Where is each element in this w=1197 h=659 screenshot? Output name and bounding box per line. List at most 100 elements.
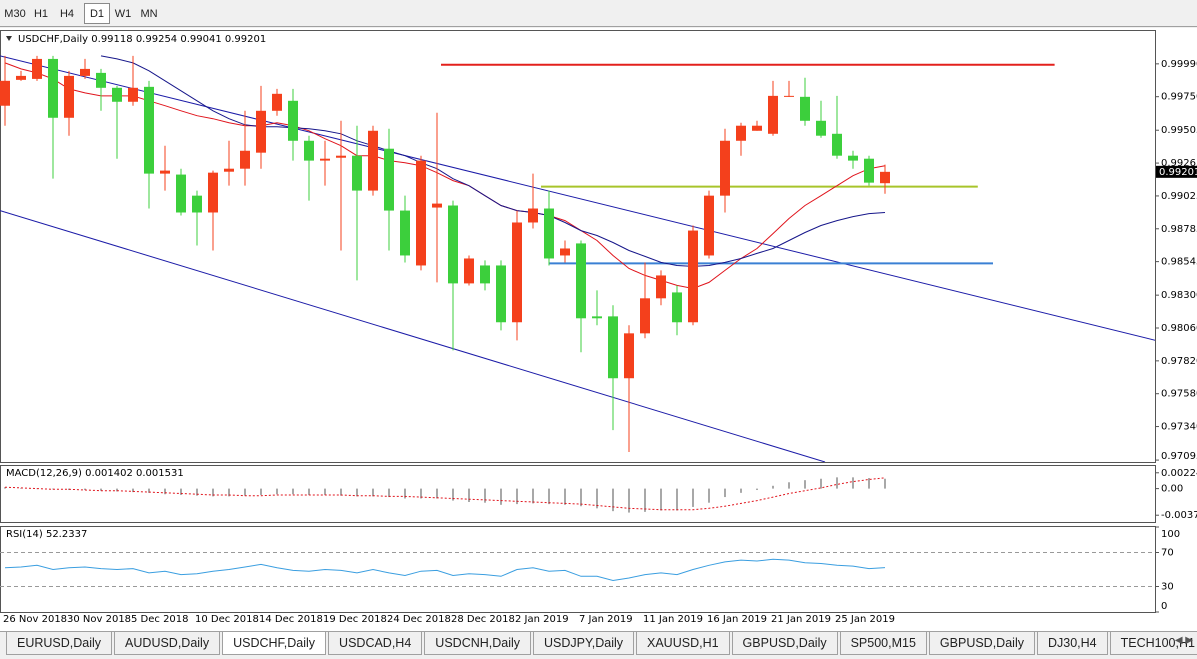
- candle-body: [272, 93, 282, 111]
- menu-icon[interactable]: [6, 36, 12, 41]
- histogram-bar: [180, 488, 182, 495]
- timeframe-button[interactable]: W1: [114, 7, 132, 20]
- x-tick-label: 28 Dec 2018: [451, 614, 515, 625]
- timeframe-button[interactable]: D1: [84, 2, 110, 24]
- x-tick-label: 21 Jan 2019: [771, 614, 831, 625]
- chart-tab[interactable]: EURUSD,Daily: [6, 632, 113, 655]
- histogram-bar: [388, 488, 390, 498]
- candle-body: [480, 265, 490, 284]
- moving-average: [100, 55, 886, 267]
- x-tick-label: 2 Jan 2019: [515, 614, 569, 625]
- candle-body: [384, 148, 394, 211]
- timeframe-button[interactable]: H1: [33, 7, 49, 20]
- signal-line: [4, 477, 886, 511]
- chart-tab[interactable]: USDCAD,H4: [328, 632, 423, 655]
- chart-tabs: EURUSD,Daily AUDUSD,Daily USDCHF,Daily USDC…: [0, 631, 1197, 659]
- histogram-bar: [276, 488, 278, 495]
- candle-body: [336, 155, 346, 158]
- candle-body: [560, 248, 570, 256]
- chart-tab[interactable]: USDJPY,Daily: [533, 632, 634, 655]
- histogram-bar: [132, 488, 134, 493]
- tab-scroll[interactable]: ◀ ▶: [1174, 635, 1193, 646]
- histogram-bar: [836, 477, 838, 489]
- chart-tab[interactable]: GBPUSD,Daily: [731, 632, 838, 655]
- candle-body: [176, 174, 186, 213]
- histogram-bar: [628, 488, 630, 513]
- histogram-bar: [468, 488, 470, 502]
- histogram-bar: [548, 488, 550, 505]
- candle-body: [160, 170, 170, 174]
- macd-panel: [0, 465, 1156, 523]
- trend-line: [0, 210, 826, 462]
- candle-body: [144, 86, 154, 174]
- chart-tab[interactable]: XAUUSD,H1: [636, 632, 730, 655]
- x-tick-label: 11 Jan 2019: [643, 614, 703, 625]
- candle-body: [80, 68, 90, 76]
- x-tick-label: 30 Nov 2018: [67, 614, 131, 625]
- histogram-bar: [148, 488, 150, 493]
- chart-tab[interactable]: DJ30,H4: [1036, 632, 1108, 655]
- candle-body: [512, 222, 522, 323]
- timeframe-button[interactable]: MN: [140, 7, 158, 20]
- timeframe-button[interactable]: M30: [4, 7, 26, 20]
- panel-title: RSI(14) 52.2337: [6, 529, 87, 540]
- y-tick-label: 0.99025: [1161, 191, 1197, 202]
- timeframe-toolbar: M30 H1 H4 D1 W1 MN: [0, 0, 1197, 27]
- y-tick-label: 70: [1161, 548, 1174, 559]
- chart-tab[interactable]: TECH100,H1: [1109, 632, 1197, 655]
- candle-body: [464, 258, 474, 284]
- histogram-bar: [772, 485, 774, 489]
- rsi-line: [4, 558, 886, 582]
- last-price: 0.99201: [1159, 167, 1197, 178]
- candle-body: [800, 96, 810, 121]
- histogram-bar: [308, 488, 310, 495]
- histogram-bar: [564, 488, 566, 505]
- candle-body: [864, 158, 874, 183]
- y-tick-label: 100: [1161, 529, 1180, 540]
- panel-title: USDCHF,Daily 0.99118 0.99254 0.99041 0.9…: [18, 34, 266, 45]
- x-tick-label: 25 Jan 2019: [835, 614, 895, 625]
- candle-body: [288, 100, 298, 141]
- candle-body: [576, 243, 586, 319]
- candle-body: [592, 316, 602, 319]
- chart-tab[interactable]: SP500,M15: [839, 632, 927, 655]
- candle-body: [320, 158, 330, 161]
- histogram-bar: [244, 488, 246, 496]
- histogram-bar: [644, 488, 646, 512]
- candle-body: [816, 120, 826, 136]
- chart-tab[interactable]: USDCNH,Daily: [424, 632, 532, 655]
- chart-tab[interactable]: USDCHF,Daily: [222, 632, 327, 655]
- histogram-bar: [708, 488, 710, 503]
- timeframe-button[interactable]: H4: [59, 7, 75, 20]
- histogram-bar: [292, 488, 294, 495]
- candle-body: [208, 172, 218, 213]
- candle-body: [640, 298, 650, 334]
- x-tick-label: 24 Dec 2018: [387, 614, 451, 625]
- histogram-bar: [660, 488, 662, 511]
- candle-body: [880, 171, 890, 184]
- y-tick-label: 0.99265: [1161, 158, 1197, 169]
- candle-body: [720, 140, 730, 196]
- histogram-bar: [100, 488, 102, 491]
- histogram-bar: [580, 488, 582, 507]
- histogram-bar: [4, 487, 6, 489]
- chart-tab[interactable]: GBPUSD,Daily: [928, 632, 1035, 655]
- candle-body: [96, 72, 106, 88]
- histogram-bar: [500, 488, 502, 505]
- price-panel: [0, 30, 1156, 463]
- histogram-bar: [164, 488, 166, 495]
- candle-body: [416, 160, 426, 266]
- panel-title: MACD(12,26,9) 0.001402 0.001531: [6, 468, 184, 479]
- chart-tab[interactable]: AUDUSD,Daily: [114, 632, 221, 655]
- candle-body: [0, 80, 10, 106]
- histogram-bar: [852, 477, 854, 489]
- candle-body: [304, 140, 314, 161]
- histogram-bar: [740, 488, 742, 493]
- candle-body: [352, 155, 362, 191]
- candle-body: [768, 95, 778, 134]
- histogram-bar: [404, 488, 406, 499]
